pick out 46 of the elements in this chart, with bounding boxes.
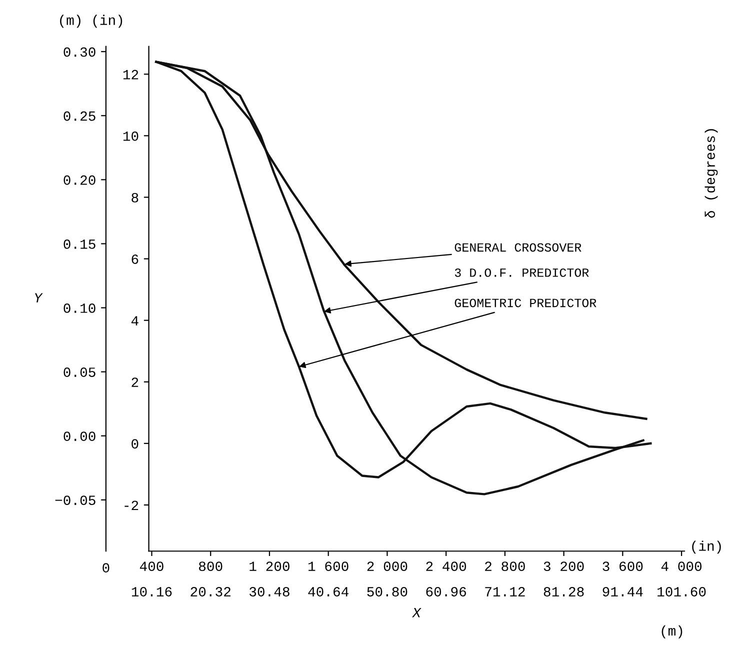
text: (in) [692,540,721,554]
y2-tick-label: 8 [132,193,138,202]
text: 0 [102,563,110,573]
y-axis-title: Y [35,293,43,302]
x2-tick-label: 81.28 [544,587,584,596]
annotation: GEOMETRIC PREDICTOR [454,298,596,308]
y-tick-label: 0.30 [64,47,96,57]
x-tick-label: 1 200 [250,562,290,572]
y-tick-label: 0.05 [64,368,96,377]
y-tick-label: −0.05 [55,496,96,506]
y-tick-label: 0.20 [64,175,96,185]
x2-tick-label: 10.16 [132,587,172,596]
x2-tick-label: 30.48 [250,587,290,596]
x2-tick-label: 20.32 [190,587,230,596]
x-tick-label: 2 800 [485,562,525,572]
x-tick-label: 800 [199,562,222,572]
text: (m) [662,625,682,638]
y2-tick-label: -2 [124,500,138,510]
y-tick-label: 0.15 [64,239,96,249]
x-tick-label: 3 600 [602,562,643,572]
x-tick-label: 400 [140,562,164,572]
annotation: GENERAL CROSSOVER [454,243,582,252]
annotation: 3 D.O.F. PREDICTOR [454,268,589,277]
y2-tick-label: 2 [132,378,138,387]
x2-tick-label: 91.44 [602,587,643,596]
x-tick-label: 1 600 [308,562,348,572]
y-tick-label: 0.10 [64,304,96,313]
text: (m) (in) [60,14,122,28]
x2-tick-label: 101.60 [658,587,706,596]
y2-tick-label: 6 [132,254,138,264]
text: δ (degrees) [704,129,718,218]
y-tick-label: 0.00 [64,432,96,442]
y-tick-label: 0.25 [64,111,96,121]
x-tick-label: 4 000 [661,562,702,572]
y2-tick-label: 0 [132,439,138,449]
x-tick-label: 2 400 [426,562,466,572]
x-tick-label: 2 000 [367,562,408,572]
y2-tick-label: 10 [123,131,138,141]
x-axis-title: X [412,608,422,618]
y2-tick-label: 4 [131,316,138,326]
x2-tick-label: 40.64 [308,587,348,596]
x-tick-label: 3 200 [544,562,584,572]
x2-tick-label: 60.96 [426,587,466,596]
x2-tick-label: 71.12 [485,587,525,596]
y2-tick-label: 12 [123,70,138,80]
x2-tick-label: 50.80 [367,587,408,596]
